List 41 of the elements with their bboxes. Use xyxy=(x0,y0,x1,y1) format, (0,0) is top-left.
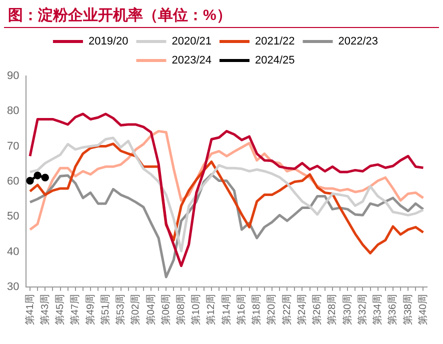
x-tick-label: 第43周 xyxy=(38,294,51,325)
y-tick-label: 30 xyxy=(6,280,20,293)
x-tick-label: 第40周 xyxy=(416,294,429,325)
x-tick-label: 第34周 xyxy=(372,294,384,325)
x-tick-label: 第16周 xyxy=(235,294,248,325)
x-tick-label: 第10周 xyxy=(190,294,202,325)
x-tick-label: 第32周 xyxy=(356,294,368,325)
legend-label: 2021/22 xyxy=(255,36,295,48)
x-tick-label: 第04周 xyxy=(144,294,157,325)
x-tick-label: 第12周 xyxy=(205,294,218,325)
x-tick-label: 第14周 xyxy=(220,294,232,325)
x-tick-label: 第20周 xyxy=(266,294,278,325)
legend-label: 2024/25 xyxy=(255,54,295,67)
x-tick-label: 第22周 xyxy=(280,294,293,325)
x-tick-label: 第24周 xyxy=(296,294,308,325)
chart-title: 图：淀粉企业开机率（单位：%） xyxy=(4,0,439,28)
x-tick-label: 第51周 xyxy=(99,294,112,325)
x-tick-label: 第49周 xyxy=(84,294,96,325)
y-tick-label: 50 xyxy=(6,210,20,223)
x-tick-label: 第02周 xyxy=(130,294,142,325)
x-tick-label: 第38周 xyxy=(402,294,414,325)
x-tick-label: 第45周 xyxy=(54,294,66,325)
x-tick-label: 第26周 xyxy=(311,294,324,325)
y-tick-label: 70 xyxy=(6,140,20,152)
x-tick-label: 第18周 xyxy=(250,294,263,325)
legend-label: 2020/21 xyxy=(172,36,212,48)
x-tick-label: 第08周 xyxy=(175,294,187,325)
x-tick-label: 第53周 xyxy=(114,294,127,325)
y-tick-label: 40 xyxy=(6,246,20,258)
legend-label: 2019/20 xyxy=(88,36,128,48)
y-tick-label: 90 xyxy=(6,70,20,82)
x-tick-label: 第30周 xyxy=(341,294,354,325)
x-tick-label: 第36周 xyxy=(386,294,399,325)
x-tick-label: 第41周 xyxy=(24,294,36,325)
x-tick-label: 第28周 xyxy=(326,294,338,325)
x-tick-label: 第06周 xyxy=(160,294,172,325)
y-tick-label: 80 xyxy=(6,105,20,118)
legend-label: 2023/24 xyxy=(172,54,212,67)
legend-label: 2022/23 xyxy=(338,36,378,48)
x-tick-label: 第47周 xyxy=(69,294,82,325)
y-tick-label: 60 xyxy=(6,175,20,188)
